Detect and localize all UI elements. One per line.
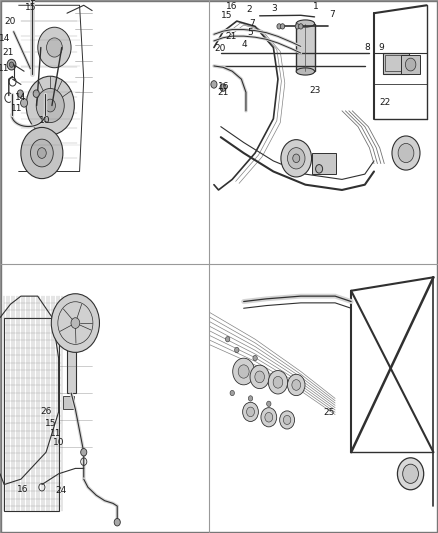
- Circle shape: [287, 374, 305, 395]
- Text: 22: 22: [380, 98, 391, 107]
- Circle shape: [253, 356, 257, 361]
- Circle shape: [405, 58, 416, 71]
- Circle shape: [295, 23, 300, 29]
- Circle shape: [226, 336, 230, 342]
- Bar: [63, 396, 74, 409]
- Bar: [0, 264, 209, 533]
- Circle shape: [9, 62, 14, 67]
- Circle shape: [267, 401, 271, 407]
- Text: 7: 7: [329, 10, 335, 19]
- Circle shape: [279, 411, 294, 429]
- Circle shape: [31, 139, 53, 167]
- Circle shape: [316, 165, 323, 173]
- Circle shape: [273, 376, 283, 388]
- Circle shape: [281, 140, 311, 177]
- Text: 7: 7: [249, 19, 255, 28]
- Circle shape: [293, 154, 300, 163]
- Text: 26: 26: [40, 407, 51, 416]
- Circle shape: [398, 143, 414, 163]
- Text: 11: 11: [0, 63, 10, 72]
- Text: 11: 11: [11, 104, 23, 112]
- Bar: [4, 318, 59, 512]
- Circle shape: [247, 407, 254, 417]
- Ellipse shape: [296, 68, 314, 75]
- Circle shape: [38, 27, 71, 68]
- Circle shape: [38, 148, 46, 158]
- Circle shape: [283, 415, 291, 424]
- Bar: [312, 153, 336, 174]
- Circle shape: [280, 23, 285, 29]
- Text: 16: 16: [226, 2, 238, 11]
- Circle shape: [268, 370, 288, 394]
- Text: 16: 16: [17, 485, 28, 494]
- Circle shape: [220, 84, 226, 91]
- Circle shape: [261, 408, 277, 427]
- Bar: [209, 0, 438, 264]
- Text: 14: 14: [0, 34, 10, 43]
- Circle shape: [238, 365, 249, 378]
- Bar: [296, 23, 314, 71]
- Bar: [67, 296, 76, 393]
- Text: 15: 15: [45, 419, 56, 427]
- Text: 20: 20: [215, 44, 226, 53]
- Circle shape: [114, 519, 120, 526]
- Circle shape: [36, 88, 64, 123]
- Circle shape: [392, 136, 420, 170]
- Circle shape: [7, 59, 16, 70]
- Circle shape: [230, 390, 234, 395]
- Circle shape: [233, 358, 254, 385]
- Circle shape: [243, 402, 258, 422]
- Circle shape: [277, 23, 281, 29]
- Text: 11: 11: [50, 430, 62, 439]
- Text: 15: 15: [25, 3, 37, 12]
- Text: 16: 16: [218, 82, 229, 91]
- Circle shape: [255, 371, 265, 383]
- Circle shape: [397, 458, 424, 490]
- Text: 21: 21: [218, 88, 229, 98]
- Bar: [385, 55, 407, 71]
- Circle shape: [81, 449, 87, 456]
- Circle shape: [51, 294, 99, 352]
- Text: 20: 20: [4, 17, 16, 26]
- Bar: [401, 55, 420, 74]
- Text: 21: 21: [225, 32, 237, 41]
- Text: 15: 15: [221, 11, 233, 20]
- Circle shape: [33, 90, 39, 98]
- Circle shape: [45, 99, 56, 112]
- Circle shape: [235, 348, 239, 353]
- Circle shape: [46, 38, 62, 57]
- Text: 8: 8: [364, 43, 370, 52]
- Circle shape: [17, 90, 23, 98]
- Bar: [383, 53, 410, 74]
- Circle shape: [287, 148, 305, 169]
- Circle shape: [211, 80, 217, 88]
- Text: 3: 3: [271, 4, 277, 13]
- Text: 21: 21: [2, 49, 14, 57]
- Circle shape: [403, 464, 418, 483]
- Text: 25: 25: [324, 408, 335, 417]
- Circle shape: [299, 23, 303, 29]
- Polygon shape: [19, 5, 84, 172]
- Text: 1: 1: [312, 2, 318, 11]
- Circle shape: [250, 365, 269, 389]
- Text: 9: 9: [378, 43, 384, 52]
- Text: 4: 4: [242, 40, 247, 49]
- Text: 10: 10: [53, 438, 64, 447]
- Text: 24: 24: [55, 486, 66, 495]
- Circle shape: [248, 395, 253, 401]
- Circle shape: [71, 318, 80, 328]
- Text: 5: 5: [247, 28, 254, 37]
- Circle shape: [26, 76, 74, 135]
- Text: 14: 14: [15, 93, 27, 102]
- Text: 10: 10: [39, 116, 51, 125]
- Bar: [209, 264, 438, 533]
- Circle shape: [265, 413, 273, 422]
- Circle shape: [21, 127, 63, 179]
- Circle shape: [292, 379, 300, 390]
- Ellipse shape: [296, 20, 314, 27]
- Text: 2: 2: [247, 5, 252, 14]
- Circle shape: [21, 99, 28, 107]
- Bar: [0, 0, 209, 264]
- Text: 23: 23: [310, 86, 321, 95]
